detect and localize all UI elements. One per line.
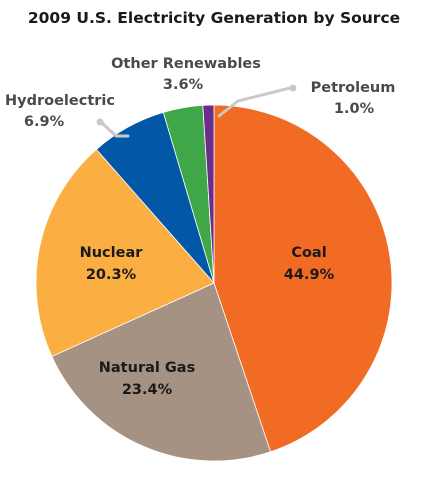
pie-slice-petroleum	[202, 104, 215, 284]
label-other-renewables-value: 3.6%	[163, 77, 204, 93]
label-petroleum-name: Petroleum	[311, 80, 396, 96]
leader-petroleum	[217, 86, 292, 118]
label-coal-value: 44.9%	[284, 267, 335, 283]
label-natural-gas-value: 23.4%	[122, 382, 173, 398]
leader-dot-hydroelectric	[96, 118, 104, 126]
label-petroleum-value: 1.0%	[334, 101, 375, 117]
chart-title: 2009 U.S. Electricity Generation by Sour…	[28, 9, 400, 27]
pie-slice-coal	[213, 104, 393, 453]
label-other-renewables-name: Other Renewables	[111, 56, 261, 72]
leader-hydroelectric	[101, 122, 130, 138]
label-nuclear-name: Nuclear	[80, 245, 144, 261]
pie-slices	[35, 104, 393, 462]
label-hydroelectric-value: 6.9%	[24, 114, 65, 130]
pie-slice-nuclear	[35, 148, 215, 357]
leader-dot-petroleum	[289, 84, 297, 92]
pie-slice-natural-gas	[51, 282, 272, 462]
label-natural-gas-name: Natural Gas	[99, 360, 195, 376]
label-hydroelectric-name: Hydroelectric	[5, 93, 115, 109]
label-nuclear-value: 20.3%	[86, 267, 137, 283]
leader-lines	[96, 84, 297, 138]
label-coal-name: Coal	[291, 245, 326, 261]
